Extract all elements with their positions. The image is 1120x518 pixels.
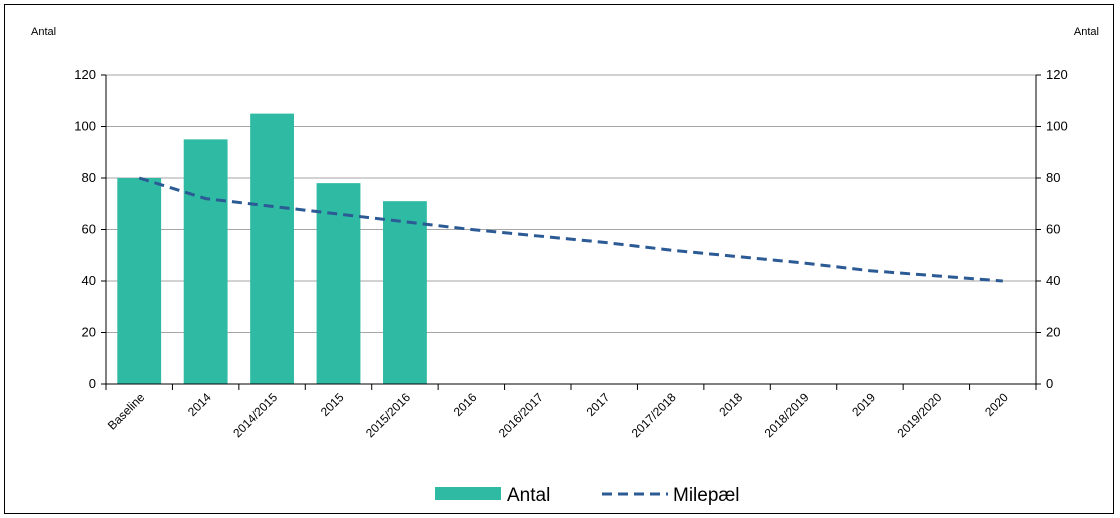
y-tick-label-left: 0	[89, 376, 96, 391]
y-tick-label-left: 120	[74, 67, 96, 82]
y-tick-label-right: 60	[1046, 222, 1060, 237]
legend: Antal Milepæl	[435, 485, 740, 506]
y-tick-label-right: 20	[1046, 325, 1060, 340]
milestone-series	[138, 176, 1003, 283]
bar-2014/2015	[250, 113, 294, 384]
bar-Baseline	[117, 178, 162, 384]
y-axis-right-ticks: 0 20 40 60 80 100 120	[1046, 67, 1068, 391]
legend-label-antal: Antal	[507, 485, 550, 506]
y-axis-right-label: Antal	[1074, 26, 1099, 38]
x-tick-label: 2015	[318, 390, 347, 419]
bar-2014	[183, 139, 228, 384]
x-tick-label: 2019/2020	[894, 390, 944, 440]
x-tick-label: 2014/2015	[230, 390, 280, 440]
y-tick-label-left: 80	[82, 170, 96, 185]
x-tick-label: 2017/2018	[629, 390, 679, 440]
x-tick-label: 2018	[716, 390, 745, 419]
x-tick-label: 2016	[451, 390, 480, 419]
milestone-line	[138, 176, 1003, 283]
x-tick-label: 2014	[185, 390, 214, 419]
y-tick-label-right: 0	[1046, 376, 1053, 391]
y-tick-label-left: 60	[82, 222, 96, 237]
x-tick-label: 2020	[982, 390, 1011, 419]
bar-2015	[316, 183, 361, 384]
x-axis-ticks: Baseline 2014 2014/2015 2015 2015/2016 2016 20…	[105, 390, 1011, 440]
x-tick-label: 2018/2019	[762, 390, 812, 440]
y-axis-left-label: Antal	[31, 26, 56, 38]
y-tick-label-right: 100	[1046, 119, 1068, 134]
y-tick-label-right: 40	[1046, 273, 1060, 288]
y-tick-label-left: 20	[82, 325, 96, 340]
x-tick-label: 2019	[849, 390, 878, 419]
bar-2015/2016	[383, 201, 427, 384]
y-tick-label-right: 80	[1046, 170, 1060, 185]
bar-series	[117, 113, 427, 384]
chart: 0 20 40 60 80 100 120 0 20 40 60 80 100 120 Baseline…	[31, 26, 1099, 506]
legend-swatch-antal	[435, 487, 501, 500]
x-tick-label: 2016/2017	[496, 390, 546, 440]
x-tick-label: 2017	[584, 390, 613, 419]
y-tick-label-right: 120	[1046, 67, 1068, 82]
y-tick-label-left: 100	[74, 119, 96, 134]
legend-label-milepael: Milepæl	[673, 485, 740, 506]
axes	[105, 75, 1037, 390]
x-tick-label: Baseline	[105, 390, 148, 433]
chart-frame: 0 20 40 60 80 100 120 0 20 40 60 80 100 120 Baseline…	[4, 4, 1114, 514]
gridlines	[101, 74, 1041, 385]
x-tick-label: 2015/2016	[363, 390, 413, 440]
y-axis-left-ticks: 0 20 40 60 80 100 120	[74, 67, 96, 391]
y-tick-label-left: 40	[82, 273, 96, 288]
